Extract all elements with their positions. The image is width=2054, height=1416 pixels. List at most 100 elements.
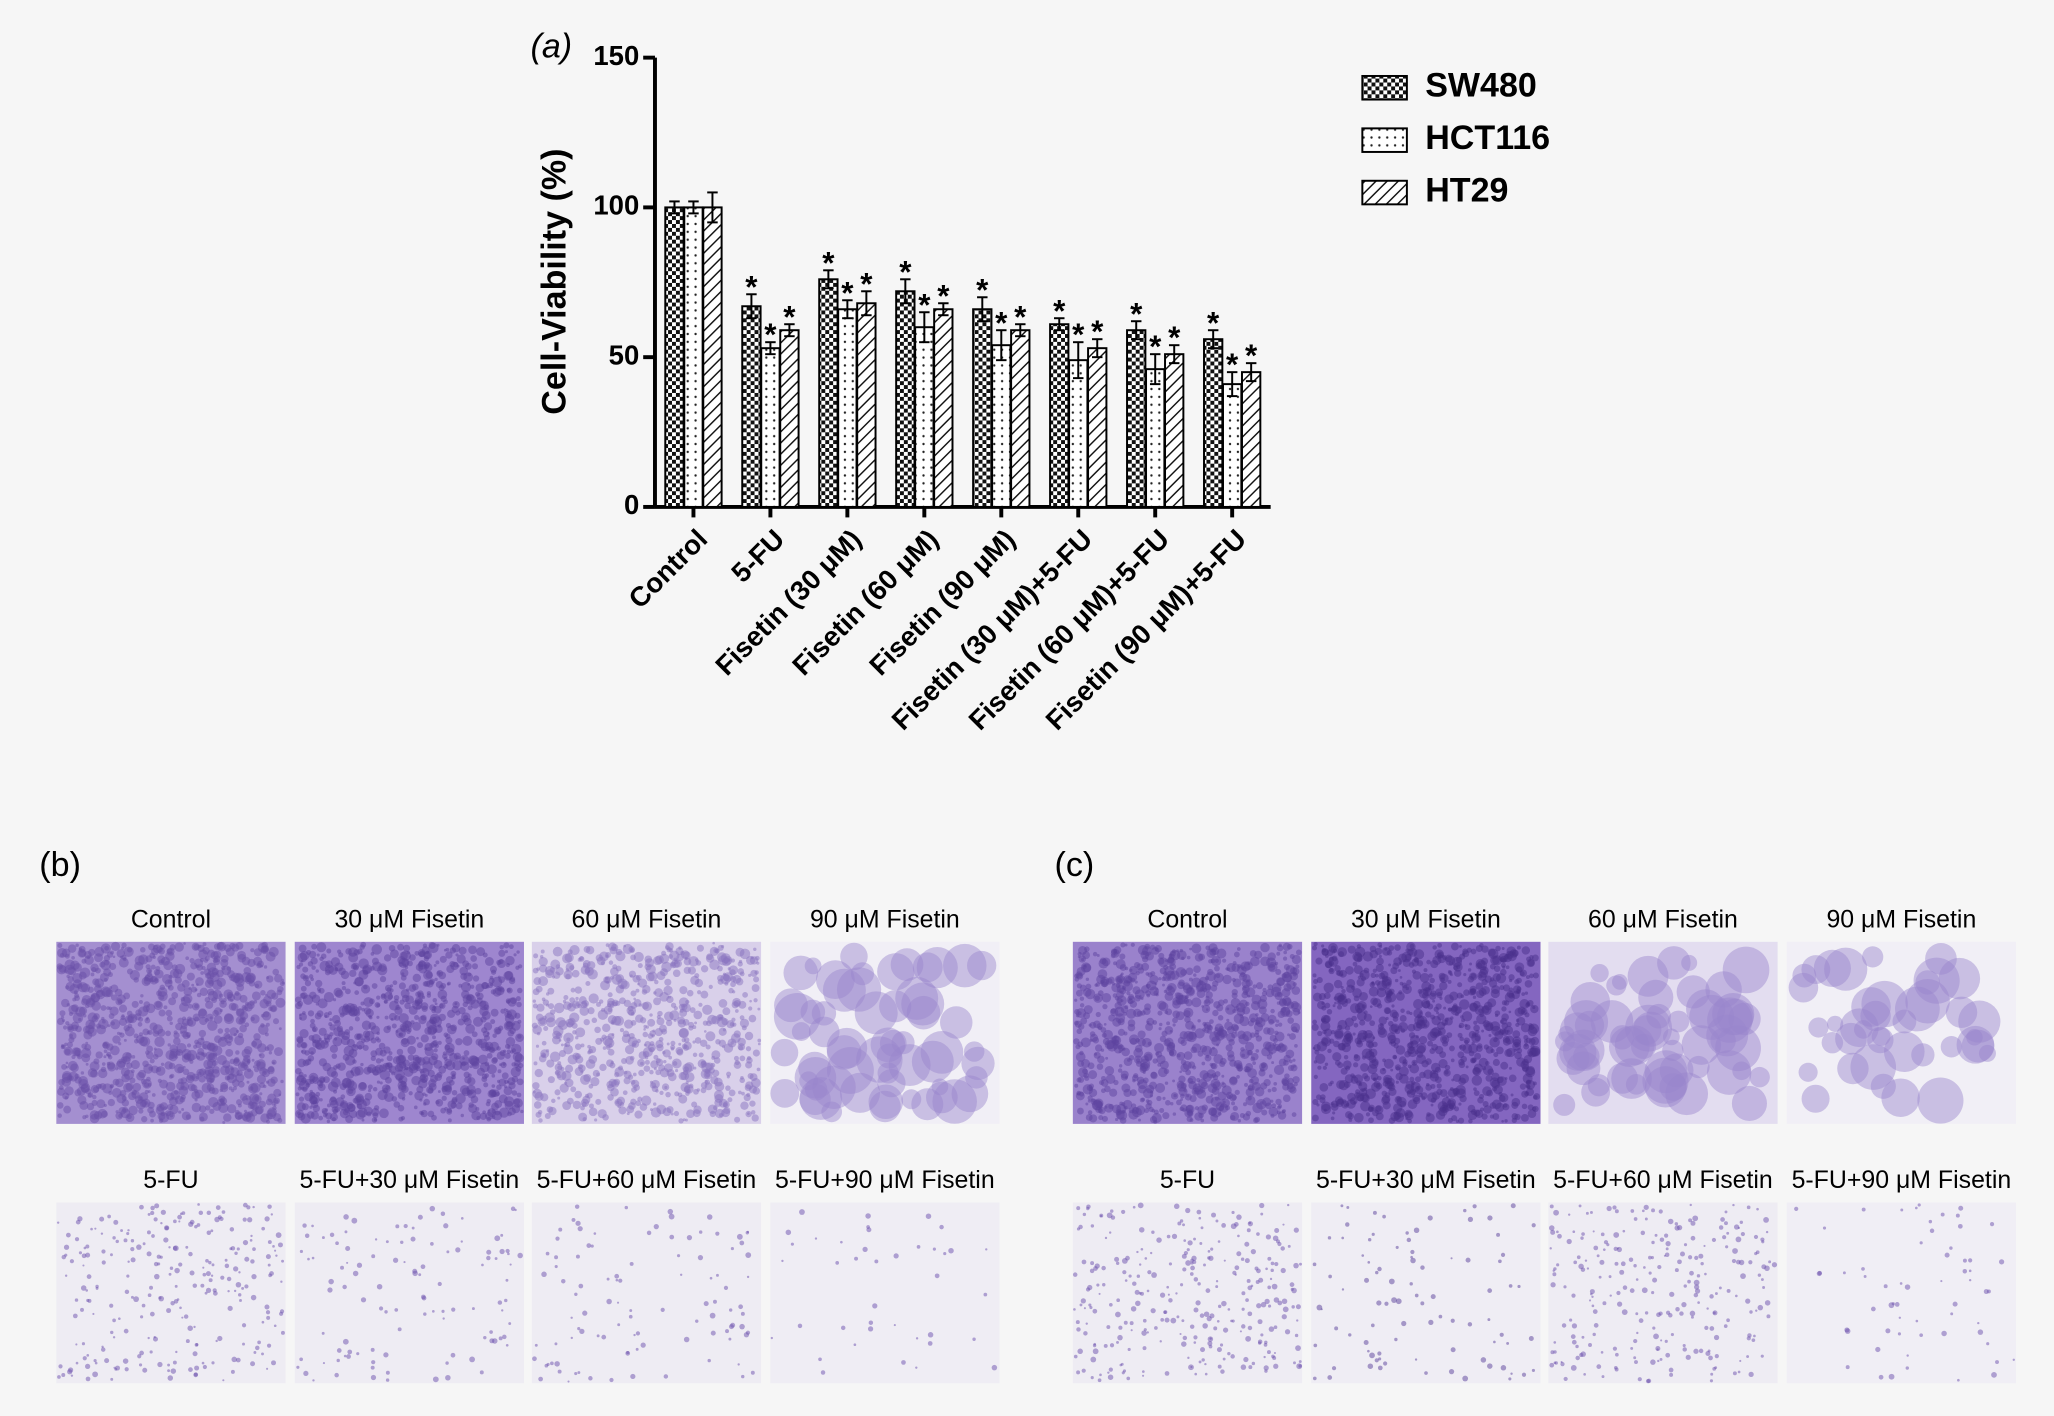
- micrograph-speck: [739, 1324, 745, 1330]
- micrograph-speck: [247, 1217, 252, 1222]
- micrograph-speck: [1167, 983, 1177, 993]
- micrograph-speck: [1202, 1046, 1212, 1056]
- micrograph: [532, 1202, 761, 1383]
- micrograph-speck: [72, 997, 76, 1001]
- micrograph-speck: [277, 986, 284, 993]
- micrograph-speck: [684, 958, 692, 966]
- micrograph-speck: [703, 1021, 708, 1026]
- micrograph-speck: [492, 1338, 498, 1344]
- micrograph-speck: [1400, 1008, 1404, 1012]
- micrograph-speck: [723, 1028, 726, 1031]
- micrograph-speck: [624, 1071, 628, 1075]
- micrograph-speck: [218, 1028, 224, 1034]
- micrograph-speck: [343, 1339, 349, 1345]
- micrograph-speck: [555, 1089, 561, 1095]
- micrograph-speck: [202, 1362, 205, 1365]
- micrograph-speck: [209, 1278, 213, 1282]
- micrograph-speck: [1378, 1028, 1387, 1037]
- micrograph-speck: [148, 1102, 155, 1109]
- micrograph-speck: [175, 1351, 177, 1353]
- micrograph-speck: [1468, 1119, 1472, 1123]
- micrograph-speck: [581, 1099, 589, 1107]
- micrograph-speck: [1517, 1048, 1523, 1054]
- micrograph-speck: [252, 1206, 254, 1208]
- micrograph-speck: [199, 1112, 208, 1121]
- micrograph-speck: [347, 1350, 352, 1355]
- micrograph-speck: [704, 1301, 709, 1306]
- micrograph-speck: [1076, 973, 1083, 980]
- micrograph-speck: [324, 1012, 330, 1018]
- micrograph-speck: [865, 1213, 871, 1219]
- micrograph-speck: [705, 1031, 715, 1041]
- micrograph-speck: [462, 1087, 471, 1096]
- micrograph-speck: [1354, 1054, 1359, 1059]
- micrograph-speck: [419, 1111, 423, 1115]
- micrograph-speck: [431, 1021, 435, 1025]
- micrograph-speck: [1119, 953, 1125, 959]
- micrograph-speck: [385, 1085, 390, 1090]
- micrograph-speck: [150, 1211, 154, 1215]
- micrograph-speck: [1248, 1096, 1252, 1100]
- micrograph-speck: [1320, 1083, 1329, 1092]
- bar: [896, 291, 914, 507]
- micrograph-speck: [62, 948, 71, 957]
- bar: [703, 207, 721, 507]
- micrograph-speck: [467, 1077, 475, 1085]
- micrograph-speck: [305, 1234, 309, 1238]
- micrograph-speck: [423, 1312, 426, 1315]
- micrograph-speck: [1502, 947, 1505, 950]
- micrograph-speck: [503, 942, 509, 948]
- micrograph-speck: [854, 1343, 857, 1346]
- micrograph-speck: [182, 980, 190, 988]
- micrograph-speck: [594, 1232, 597, 1235]
- micrograph-speck: [707, 1214, 713, 1220]
- micrograph-speck: [715, 1232, 719, 1236]
- micrograph-speck: [1180, 1098, 1183, 1101]
- micrograph-speck: [163, 1005, 167, 1009]
- significance-marker: *: [860, 266, 873, 301]
- micrograph-speck: [371, 1366, 375, 1370]
- micrograph-speck: [734, 1056, 739, 1061]
- image-label: 5-FU+90 μM Fisetin: [775, 1166, 995, 1194]
- micrograph-speck: [556, 1017, 566, 1027]
- micrograph-speck: [1132, 986, 1140, 994]
- micrograph-speck: [1184, 1016, 1191, 1023]
- micrograph-speck: [634, 1111, 642, 1119]
- micrograph-speck: [1390, 1069, 1393, 1072]
- micrograph-speck: [510, 997, 517, 1004]
- micrograph-speck: [644, 963, 651, 970]
- micrograph-speck: [250, 1239, 253, 1242]
- micrograph-speck: [1375, 980, 1381, 986]
- micrograph-speck: [155, 1001, 162, 1008]
- micrograph-speck: [150, 1312, 155, 1317]
- micrograph-speck: [1173, 1094, 1176, 1097]
- micrograph-speck: [361, 984, 370, 993]
- micrograph-speck: [1367, 1064, 1377, 1074]
- micrograph-speck: [296, 1366, 299, 1369]
- bar: [1165, 354, 1183, 507]
- micrograph-speck: [495, 1257, 498, 1260]
- micrograph-speck: [533, 953, 538, 958]
- micrograph-speck: [1353, 1062, 1358, 1067]
- micrograph-speck: [630, 955, 636, 961]
- micrograph-speck: [461, 1240, 463, 1242]
- micrograph-speck: [253, 1033, 260, 1040]
- micrograph-speck: [418, 964, 427, 973]
- micrograph-speck: [363, 997, 373, 1007]
- micrograph-speck: [472, 1307, 475, 1310]
- micrograph-speck: [943, 944, 986, 987]
- micrograph-speck: [617, 1302, 619, 1304]
- micrograph-speck: [1193, 965, 1201, 973]
- micrograph-speck: [202, 1267, 204, 1269]
- micrograph-speck: [303, 975, 310, 982]
- micrograph-speck: [159, 1105, 162, 1108]
- micrograph-speck: [641, 1095, 651, 1105]
- micrograph-speck: [517, 1104, 520, 1107]
- micrograph-speck: [1488, 1034, 1491, 1037]
- micrograph-speck: [121, 1108, 131, 1118]
- micrograph-speck: [1157, 1001, 1166, 1010]
- micrograph-speck: [344, 1046, 354, 1056]
- micrograph-speck: [1172, 1079, 1175, 1082]
- micrograph-speck: [484, 1022, 492, 1030]
- micrograph-speck: [1156, 1096, 1161, 1101]
